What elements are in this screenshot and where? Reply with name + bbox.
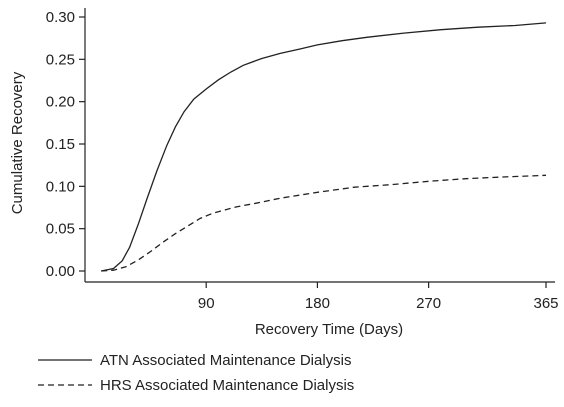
x-tick-label: 270 (416, 295, 441, 312)
x-tick-label: 365 (533, 295, 558, 312)
y-tick-label: 0.05 (46, 221, 75, 238)
y-tick-label: 0.25 (46, 51, 75, 68)
y-tick-label: 0.30 (46, 9, 75, 26)
x-tick-label: 180 (305, 295, 330, 312)
series-line-atn (101, 22, 547, 272)
axes (84, 8, 555, 283)
y-tick-label: 0.15 (46, 136, 75, 153)
series-layer (101, 22, 547, 272)
ticks: 0.00 0.05 0.10 0.15 0.20 0.25 0.30 90 180 270 365 (46, 9, 559, 312)
x-axis-title: Recovery Time (Days) (255, 321, 403, 338)
legend: ATN Associated Maintenance Dialysis HRS A… (38, 352, 354, 394)
y-tick-label: 0.10 (46, 178, 75, 195)
legend-label-hrs: HRS Associated Maintenance Dialysis (100, 377, 354, 394)
y-tick-label: 0.00 (46, 263, 75, 280)
y-axis-title: Cumulative Recovery (9, 71, 26, 214)
series-line-hrs (101, 174, 547, 272)
legend-label-atn: ATN Associated Maintenance Dialysis (100, 352, 352, 369)
y-tick-label: 0.20 (46, 94, 75, 111)
x-tick-label: 90 (198, 295, 215, 312)
